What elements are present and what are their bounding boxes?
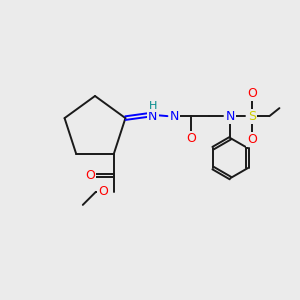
- Text: O: O: [248, 133, 257, 146]
- Text: N: N: [226, 110, 235, 123]
- Text: O: O: [187, 132, 196, 145]
- Text: O: O: [98, 185, 108, 198]
- Text: O: O: [85, 169, 95, 182]
- Text: N: N: [148, 110, 158, 123]
- Text: S: S: [248, 110, 256, 123]
- Text: H: H: [149, 100, 157, 111]
- Text: N: N: [170, 110, 179, 123]
- Text: O: O: [248, 87, 257, 100]
